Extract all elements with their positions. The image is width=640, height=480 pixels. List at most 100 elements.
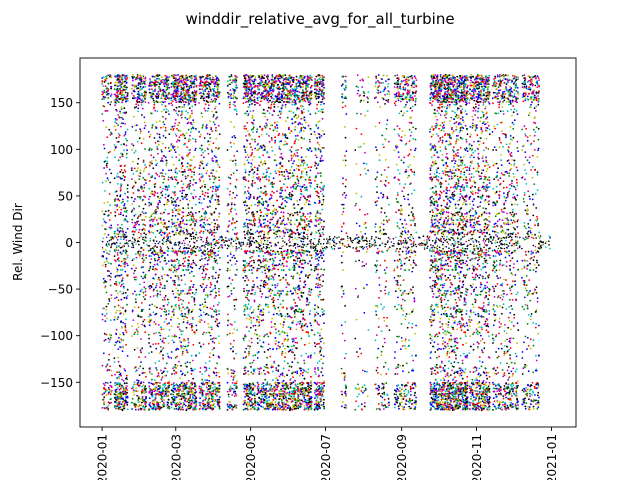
scatter-point	[157, 278, 160, 281]
scatter-point	[170, 200, 173, 202]
scatter-point	[133, 393, 136, 396]
scatter-point	[162, 337, 165, 340]
scatter-point	[251, 87, 254, 90]
scatter-point	[118, 281, 121, 284]
scatter-point	[203, 107, 206, 110]
scatter-point	[253, 224, 256, 227]
scatter-point	[233, 339, 235, 342]
scatter-point	[144, 85, 147, 88]
scatter-point	[116, 172, 119, 175]
scatter-point	[250, 371, 253, 374]
scatter-point	[182, 183, 185, 186]
scatter-point	[116, 252, 119, 254]
scatter-point	[215, 98, 218, 101]
scatter-point	[235, 75, 237, 78]
scatter-point	[158, 232, 161, 235]
scatter-point	[135, 301, 137, 304]
scatter-point	[159, 83, 161, 86]
scatter-point	[245, 135, 247, 137]
scatter-point	[188, 98, 191, 101]
scatter-point	[175, 198, 178, 201]
scatter-point	[187, 266, 189, 269]
scatter-point	[143, 318, 146, 321]
scatter-point	[248, 106, 250, 108]
scatter-point	[108, 388, 111, 391]
scatter-point	[170, 169, 173, 172]
scatter-point	[204, 263, 206, 266]
scatter-point	[248, 89, 251, 91]
scatter-point	[148, 381, 150, 384]
scatter-point	[130, 210, 133, 213]
scatter-point	[150, 149, 153, 152]
scatter-point	[133, 200, 135, 203]
scatter-point	[170, 177, 172, 179]
scatter-point	[144, 148, 146, 150]
scatter-point	[246, 233, 249, 236]
scatter-point	[242, 373, 245, 375]
scatter-point	[120, 202, 123, 204]
scatter-point	[175, 306, 178, 308]
scatter-point	[116, 87, 119, 90]
scatter-point	[249, 110, 252, 113]
scatter-point	[209, 178, 211, 181]
scatter-point	[107, 262, 110, 264]
scatter-point	[207, 95, 210, 98]
scatter-point	[103, 407, 106, 410]
scatter-point	[177, 299, 180, 302]
scatter-point	[113, 318, 116, 321]
scatter-point	[184, 308, 186, 310]
scatter-point	[173, 341, 175, 344]
scatter-point	[125, 331, 128, 333]
scatter-point	[205, 332, 208, 334]
scatter-point	[244, 234, 246, 236]
scatter-point	[170, 259, 173, 261]
scatter-point	[227, 176, 230, 179]
scatter-point	[123, 94, 125, 96]
scatter-point	[135, 256, 138, 259]
scatter-point	[242, 264, 245, 266]
scatter-point	[246, 265, 248, 268]
scatter-point	[173, 108, 176, 111]
scatter-point	[156, 101, 159, 103]
scatter-point	[218, 91, 221, 94]
scatter-point	[116, 275, 119, 278]
scatter-point	[138, 137, 141, 140]
scatter-point	[206, 404, 209, 407]
scatter-point	[106, 260, 108, 263]
scatter-point	[105, 312, 108, 315]
scatter-point	[230, 290, 233, 292]
scatter-point	[116, 233, 118, 236]
scatter-point	[134, 389, 136, 392]
scatter-point	[251, 185, 254, 187]
scatter-point	[233, 142, 235, 145]
scatter-point	[121, 409, 124, 412]
scatter-point	[218, 179, 221, 182]
scatter-point	[122, 292, 125, 295]
scatter-point	[118, 403, 120, 406]
scatter-point	[204, 150, 206, 152]
scatter-point	[121, 97, 124, 100]
scatter-point	[167, 395, 170, 398]
scatter-point	[109, 250, 111, 253]
scatter-point	[158, 136, 161, 139]
scatter-point	[165, 164, 168, 167]
scatter-point	[134, 370, 137, 373]
scatter-point	[184, 400, 187, 402]
scatter-point	[252, 308, 255, 311]
scatter-point	[230, 210, 232, 213]
scatter-point	[199, 390, 202, 392]
scatter-point	[213, 399, 216, 401]
scatter-point	[173, 401, 176, 404]
scatter-point	[125, 156, 128, 159]
scatter-point	[126, 303, 128, 306]
scatter-point	[121, 378, 123, 381]
scatter-point	[245, 74, 248, 76]
scatter-point	[159, 186, 162, 189]
scatter-point	[244, 396, 247, 398]
scatter-point	[218, 310, 221, 312]
scatter-point	[151, 283, 154, 285]
scatter-point	[234, 208, 237, 211]
scatter-point	[134, 181, 137, 184]
scatter-point	[170, 305, 173, 308]
scatter-point	[108, 402, 111, 405]
